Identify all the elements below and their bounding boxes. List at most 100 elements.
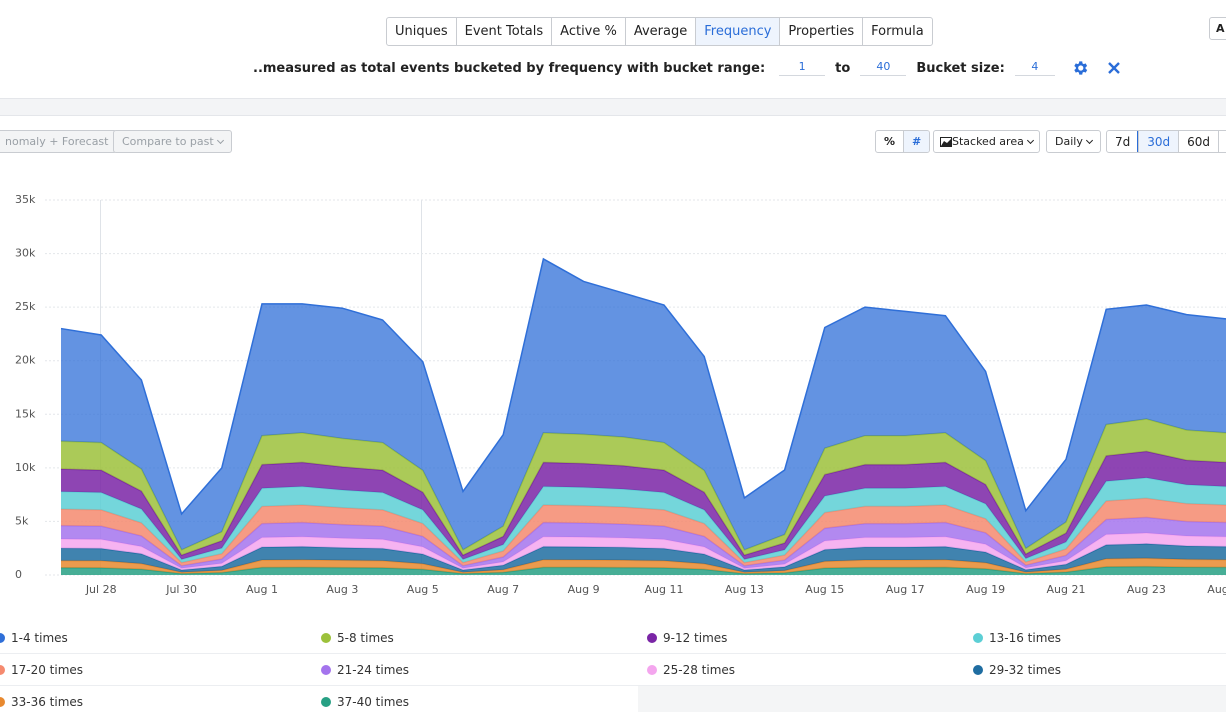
metric-tab[interactable]: Average bbox=[624, 18, 695, 45]
metric-tab[interactable]: Formula bbox=[862, 18, 932, 45]
legend: 1-4 times 5-8 times 9-12 times 13-16 times 1… bbox=[0, 622, 1226, 712]
x-tick-label: Aug 23 bbox=[1127, 583, 1166, 596]
y-tick-label: 15k bbox=[15, 407, 36, 420]
mode-option[interactable]: % bbox=[884, 135, 896, 148]
x-tick-label: Jul 28 bbox=[85, 583, 117, 596]
interval-select[interactable]: Daily bbox=[1046, 130, 1101, 153]
x-tick-label: Aug 7 bbox=[487, 583, 519, 596]
chart-type-select[interactable]: Stacked area bbox=[933, 130, 1040, 153]
area bbox=[61, 517, 1226, 569]
legend-label: 13-16 times bbox=[989, 630, 1062, 645]
metric-tab[interactable]: Active % bbox=[551, 18, 625, 45]
range-from[interactable]: 1 bbox=[779, 60, 826, 76]
legend-item[interactable]: 37-40 times bbox=[321, 686, 647, 712]
y-tick-label: 0 bbox=[15, 568, 22, 581]
area bbox=[61, 498, 1226, 566]
corner-button[interactable]: A bbox=[1209, 17, 1226, 40]
anomaly-button: nomaly + Forecast bbox=[0, 130, 118, 153]
legend-swatch bbox=[647, 664, 657, 675]
legend-label: 25-28 times bbox=[663, 662, 736, 677]
x-tick-label: Aug 17 bbox=[886, 583, 925, 596]
legend-swatch bbox=[973, 664, 983, 675]
to-label: to bbox=[835, 60, 851, 76]
x-tick-label: Aug 15 bbox=[805, 583, 844, 596]
x-tick-label: Aug 11 bbox=[645, 583, 684, 596]
interval: Daily bbox=[1047, 131, 1100, 152]
x-tick-label: Aug 1 bbox=[246, 583, 278, 596]
legend-item[interactable]: 17-20 times bbox=[0, 654, 321, 686]
metric-tab[interactable]: Uniques bbox=[395, 24, 448, 39]
mode-toggle: % # bbox=[875, 130, 931, 153]
measure-row: ..measured as total events bucketed by f… bbox=[253, 58, 1121, 78]
close-icon[interactable] bbox=[1107, 61, 1121, 75]
mode-option[interactable]: # bbox=[903, 131, 930, 152]
gear-icon[interactable] bbox=[1071, 59, 1089, 77]
legend-swatch bbox=[321, 632, 331, 643]
legend-empty bbox=[638, 685, 1226, 712]
divider-band bbox=[0, 98, 1226, 116]
compare-button: Compare to past bbox=[113, 130, 232, 153]
legend-item[interactable]: 33-36 times bbox=[0, 686, 321, 712]
legend-swatch bbox=[0, 632, 5, 643]
x-tick-label: Aug 25 bbox=[1207, 583, 1226, 596]
x-tick-label: Jul 30 bbox=[165, 583, 197, 596]
legend-swatch bbox=[0, 664, 5, 675]
legend-label: 9-12 times bbox=[663, 630, 728, 645]
legend-item[interactable]: 1-4 times bbox=[0, 622, 321, 654]
x-tick-label: Aug 3 bbox=[326, 583, 358, 596]
metric-tab[interactable]: Frequency bbox=[695, 18, 780, 45]
legend-item[interactable]: 21-24 times bbox=[321, 654, 647, 686]
bucket-label: Bucket size: bbox=[916, 60, 1005, 76]
area bbox=[61, 419, 1226, 556]
range-toggle: 7d 30d60d9 bbox=[1106, 130, 1226, 153]
chart: 0 5k 10k 15k 20k 25k 30k 35k Jul 28 Jul 30 Aug 1 Au… bbox=[15, 193, 1226, 596]
legend-label: 29-32 times bbox=[989, 662, 1062, 677]
legend-swatch bbox=[321, 664, 331, 675]
area bbox=[61, 566, 1226, 575]
area bbox=[61, 451, 1226, 560]
area-icon bbox=[940, 136, 952, 147]
legend-label: 37-40 times bbox=[337, 694, 410, 709]
range-option[interactable]: 9 bbox=[1218, 131, 1226, 152]
legend-label: 33-36 times bbox=[11, 694, 84, 709]
metric-tab[interactable]: Event Totals bbox=[455, 18, 552, 45]
legend-item[interactable]: 25-28 times bbox=[647, 654, 973, 686]
area bbox=[61, 543, 1226, 573]
legend-swatch bbox=[0, 696, 5, 707]
legend-swatch bbox=[321, 696, 331, 707]
legend-label: 1-4 times bbox=[11, 630, 68, 645]
x-tick-label: Aug 19 bbox=[966, 583, 1005, 596]
x-tick-label: Aug 21 bbox=[1047, 583, 1086, 596]
y-tick-label: 10k bbox=[15, 461, 36, 474]
area bbox=[61, 477, 1226, 563]
y-tick-label: 35k bbox=[15, 193, 36, 206]
legend-swatch bbox=[973, 632, 983, 643]
x-tick-label: Aug 13 bbox=[725, 583, 764, 596]
legend-label: 5-8 times bbox=[337, 630, 394, 645]
chart-type: Stacked area bbox=[952, 135, 1024, 148]
measure-text: ..measured as total events bucketed by f… bbox=[253, 60, 766, 76]
area-line bbox=[60, 257, 1226, 516]
y-tick-label: 25k bbox=[15, 300, 36, 313]
area bbox=[61, 533, 1226, 570]
legend-item[interactable]: 13-16 times bbox=[973, 622, 1226, 654]
area bbox=[61, 558, 1226, 574]
range-option[interactable]: 60d bbox=[1178, 131, 1218, 152]
legend-label: 17-20 times bbox=[11, 662, 84, 677]
range-to[interactable]: 40 bbox=[860, 60, 907, 76]
bucket-size[interactable]: 4 bbox=[1014, 60, 1055, 76]
x-tick-label: Aug 9 bbox=[568, 583, 600, 596]
legend-swatch bbox=[647, 632, 657, 643]
x-tick-label: Aug 5 bbox=[407, 583, 439, 596]
area bbox=[61, 258, 1226, 550]
legend-item[interactable]: 29-32 times bbox=[973, 654, 1226, 686]
legend-item[interactable]: 9-12 times bbox=[647, 622, 973, 654]
y-tick-label: 20k bbox=[15, 354, 36, 367]
metric-tab[interactable]: Properties bbox=[779, 18, 862, 45]
legend-item[interactable]: 5-8 times bbox=[321, 622, 647, 654]
range-option[interactable]: 30d bbox=[1137, 131, 1180, 152]
metric-tabs: Uniques Event Totals Active % Average Freque… bbox=[386, 17, 933, 46]
range-option[interactable]: 7d bbox=[1115, 134, 1131, 149]
legend-label: 21-24 times bbox=[337, 662, 410, 677]
